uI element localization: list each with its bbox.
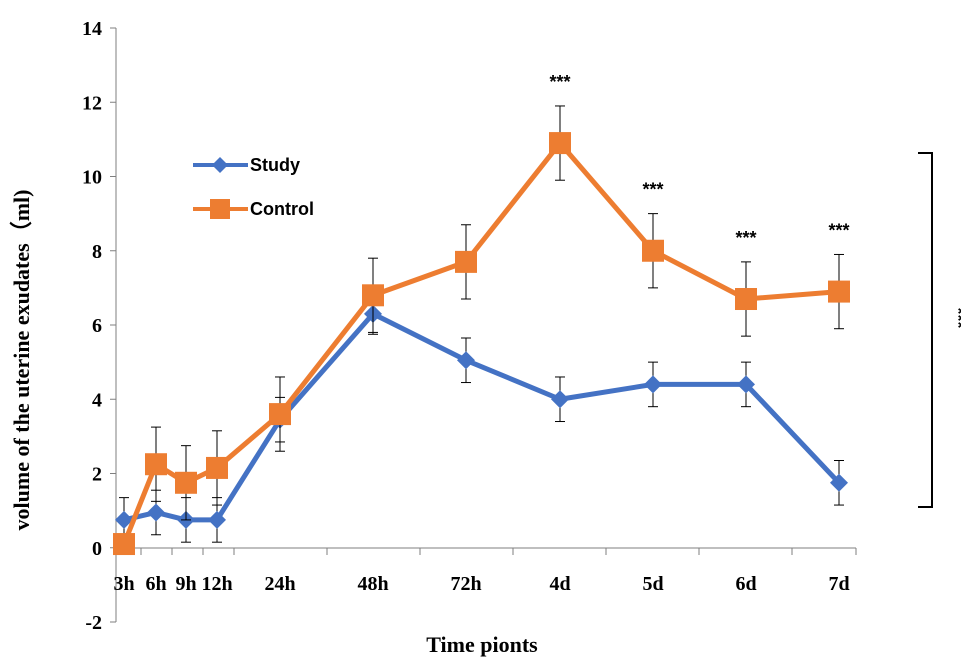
data-point <box>737 375 755 394</box>
x-tick-label: 24h <box>264 573 295 595</box>
group-comparison-bracket: *** <box>918 152 961 508</box>
legend-marker-study <box>212 157 228 173</box>
x-tick-label: 48h <box>357 573 388 595</box>
x-tick-label: 6h <box>145 573 166 595</box>
bracket-line <box>918 152 933 508</box>
x-tick-label: 4d <box>549 573 570 595</box>
significance-mark: *** <box>549 72 570 92</box>
legend: Study Control <box>193 155 314 219</box>
series-line-study <box>123 311 841 523</box>
data-point <box>830 473 848 492</box>
x-tick-label: 12h <box>201 573 232 595</box>
y-tick-label: 10 <box>82 167 102 189</box>
data-point <box>644 375 662 394</box>
series-study <box>115 292 848 543</box>
y-tick-label: 12 <box>82 92 102 114</box>
y-tick-label: 8 <box>92 241 102 263</box>
y-axis-title: volume of the uterine exudates（ml) <box>9 190 34 531</box>
significance-annotations: *** *** *** *** <box>549 72 849 248</box>
y-tick-label: 4 <box>92 389 102 411</box>
series-layer <box>113 105 850 556</box>
data-point <box>147 503 165 522</box>
data-point <box>455 250 477 273</box>
legend-label-study: Study <box>250 155 300 175</box>
x-tick-label: 72h <box>450 573 481 595</box>
y-axis-ticks: -2 0 2 4 6 8 10 12 14 <box>82 18 116 634</box>
data-point <box>551 390 569 409</box>
data-point <box>175 471 197 494</box>
data-point <box>549 132 571 155</box>
series-line-control <box>121 140 840 545</box>
legend-item-control: Control <box>193 199 314 219</box>
data-point <box>208 510 226 529</box>
x-tick-label: 9h <box>175 573 196 595</box>
x-tick-label: 5d <box>642 573 663 595</box>
significance-mark: *** <box>642 180 663 200</box>
x-axis-ticks: 3h 6h 9h 12h 24h 48h 72h 4d 5d 6d 7d <box>113 548 857 595</box>
data-point <box>145 453 167 476</box>
significance-mark: *** <box>735 228 756 248</box>
data-point <box>642 239 664 262</box>
y-tick-label: -2 <box>85 612 102 634</box>
data-point <box>269 403 291 426</box>
y-tick-label: 2 <box>92 464 102 486</box>
x-tick-label: 3h <box>113 573 134 595</box>
x-axis-title: Time pionts <box>426 632 538 657</box>
y-tick-label: 14 <box>82 18 102 40</box>
data-point <box>457 351 475 370</box>
data-point <box>735 288 757 311</box>
y-tick-label: 6 <box>92 315 102 337</box>
x-tick-label: 6d <box>735 573 756 595</box>
legend-item-study: Study <box>193 155 300 175</box>
bracket-label: *** <box>948 307 961 328</box>
data-point <box>362 284 384 307</box>
legend-label-control: Control <box>250 199 314 219</box>
data-point <box>206 456 228 479</box>
legend-marker-control <box>210 199 230 219</box>
series-control <box>113 105 850 556</box>
significance-mark: *** <box>828 220 849 240</box>
y-tick-label: 0 <box>92 538 102 560</box>
data-point <box>115 510 133 529</box>
x-tick-label: 7d <box>828 573 849 595</box>
data-point <box>828 280 850 303</box>
data-point <box>113 533 135 556</box>
